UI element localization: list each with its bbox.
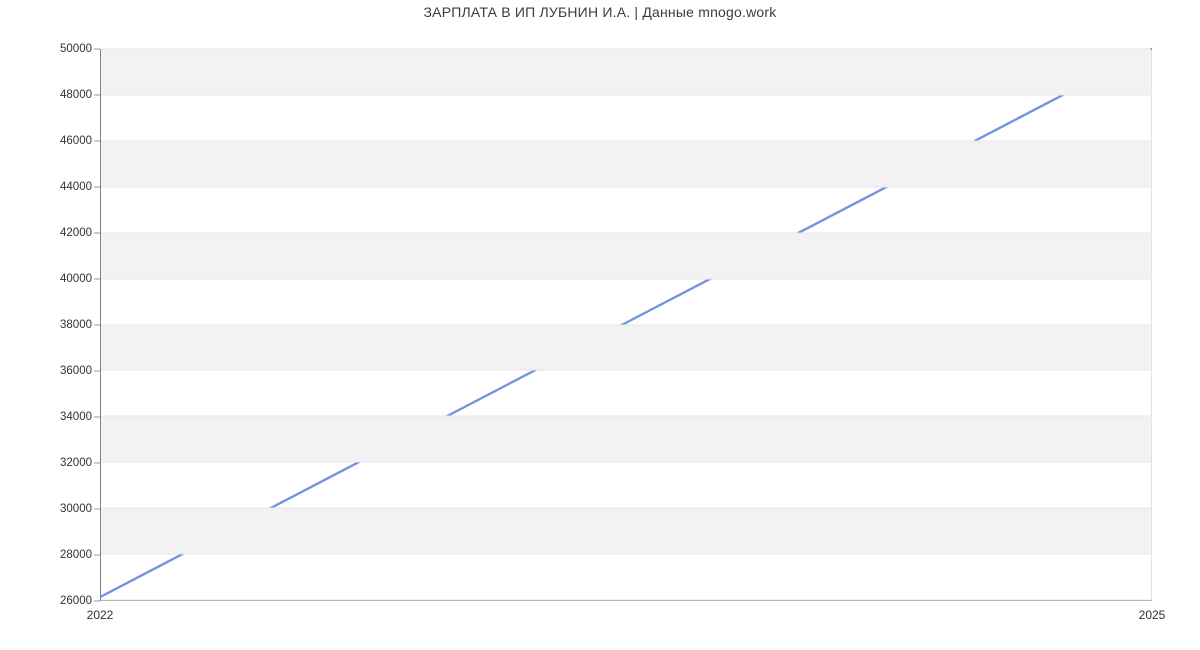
y-tick-label: 48000	[60, 89, 92, 101]
x-tick-label: 2025	[1138, 608, 1166, 622]
gridline	[101, 186, 1151, 188]
y-tick-label: 34000	[60, 411, 92, 423]
y-tick-mark	[94, 232, 100, 234]
y-tick-label: 32000	[60, 457, 92, 469]
plot-band	[101, 140, 1151, 187]
gridline	[101, 415, 1151, 417]
chart-title: ЗАРПЛАТА В ИП ЛУБНИН И.А. | Данные mnogo…	[423, 4, 777, 20]
plot-band	[101, 187, 1151, 233]
plot-band	[101, 462, 1151, 508]
gridline	[101, 599, 1151, 601]
y-tick-label: 30000	[60, 503, 92, 515]
y-tick-label: 38000	[60, 319, 92, 331]
y-axis-ticks	[94, 48, 100, 602]
y-tick-mark	[94, 186, 100, 188]
y-tick-label: 28000	[60, 549, 92, 561]
y-tick-mark	[94, 370, 100, 372]
y-tick-label: 40000	[60, 273, 92, 285]
chart-line-svg	[99, 47, 1153, 598]
y-tick-mark	[94, 416, 100, 418]
y-tick-mark	[94, 324, 100, 326]
y-tick-label: 42000	[60, 227, 92, 239]
gridline	[101, 94, 1151, 96]
plot-band	[101, 508, 1151, 555]
y-tick-mark	[94, 278, 100, 280]
gridline	[101, 48, 1151, 50]
y-tick-label: 50000	[60, 43, 92, 55]
plot-band	[101, 232, 1151, 279]
plot-band	[101, 279, 1151, 325]
y-tick-mark	[94, 462, 100, 464]
plot-area	[99, 47, 1153, 601]
x-axis-labels: 2022 2025	[87, 608, 1166, 624]
salary-trend-line	[99, 47, 1153, 598]
y-tick-mark	[94, 508, 100, 510]
y-tick-label: 44000	[60, 181, 92, 193]
plot-band	[101, 416, 1151, 463]
plot-band	[101, 95, 1151, 141]
y-tick-mark	[94, 140, 100, 142]
y-axis-labels: 26000 28000 30000 32000 34000 36000 38000 40000…	[0, 43, 92, 607]
plot-band	[101, 370, 1151, 416]
plot-band	[101, 324, 1151, 371]
plot-band	[101, 554, 1151, 600]
y-tick-label: 46000	[60, 135, 92, 147]
y-tick-mark	[94, 48, 100, 50]
y-tick-mark	[94, 94, 100, 96]
plot-band	[101, 49, 1151, 95]
gridline	[101, 461, 1151, 463]
gridline	[101, 232, 1151, 234]
gridline	[101, 278, 1151, 280]
gridline	[101, 140, 1151, 142]
gridline	[101, 369, 1151, 371]
y-tick-mark	[94, 600, 100, 602]
gridline	[101, 507, 1151, 509]
gridline	[101, 553, 1151, 555]
y-tick-label: 36000	[60, 365, 92, 377]
y-tick-label: 26000	[60, 595, 92, 607]
x-tick-label: 2022	[86, 608, 114, 622]
y-tick-mark	[94, 554, 100, 556]
gridline	[101, 324, 1151, 325]
